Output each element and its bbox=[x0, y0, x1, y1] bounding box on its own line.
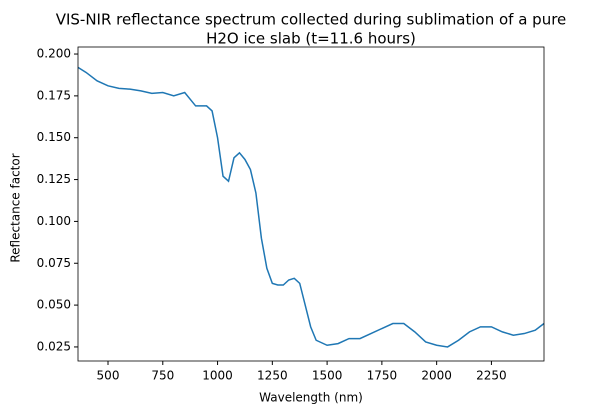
y-tick-label: 0.050 bbox=[37, 298, 71, 312]
x-tick-label: 2000 bbox=[421, 369, 452, 383]
plot-frame bbox=[77, 46, 545, 362]
chart-title: H2O ice slab (t=11.6 hours) bbox=[206, 30, 416, 48]
chart-title: VIS-NIR reflectance spectrum collected d… bbox=[56, 11, 567, 29]
y-tick-label: 0.175 bbox=[37, 88, 71, 102]
x-tick-label: 2250 bbox=[476, 369, 507, 383]
x-tick-label: 500 bbox=[97, 369, 120, 383]
x-tick-label: 1000 bbox=[202, 369, 233, 383]
y-tick-label: 0.125 bbox=[37, 172, 71, 186]
x-tick-label: 750 bbox=[151, 369, 174, 383]
x-tick-label: 1500 bbox=[312, 369, 343, 383]
y-tick-label: 0.025 bbox=[37, 339, 71, 353]
x-axis-label: Wavelength (nm) bbox=[259, 391, 363, 405]
spectrum-line bbox=[78, 66, 544, 348]
x-tick-label: 1250 bbox=[257, 369, 288, 383]
y-tick-label: 0.100 bbox=[37, 214, 71, 228]
y-tick-label: 0.075 bbox=[37, 256, 71, 270]
y-axis-label: Reflectance factor bbox=[9, 153, 23, 262]
y-tick-label: 0.200 bbox=[37, 47, 71, 61]
x-tick-label: 1750 bbox=[367, 369, 398, 383]
y-tick-label: 0.150 bbox=[37, 130, 71, 144]
